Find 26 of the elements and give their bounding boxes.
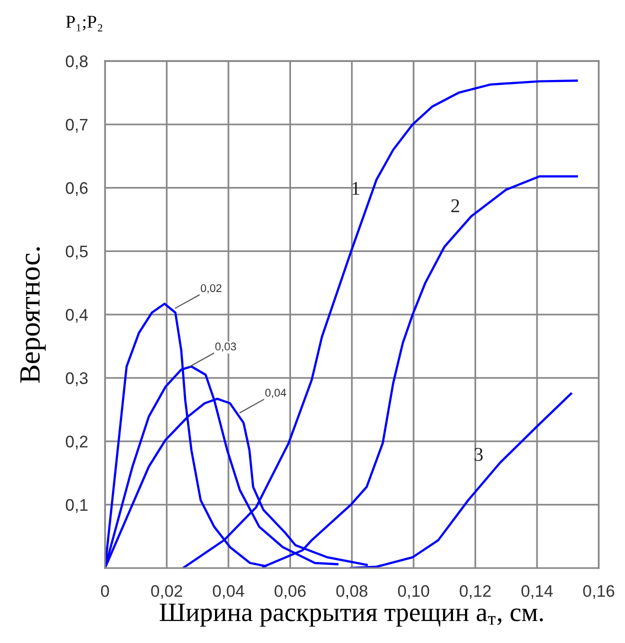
x-tick-label: 0,14 bbox=[521, 585, 553, 599]
annotation: 2 bbox=[451, 199, 460, 212]
y-tick-label: 0,3 bbox=[66, 372, 88, 386]
x-tick-label: 0,04 bbox=[212, 585, 244, 599]
x-tick-label: 0,10 bbox=[398, 585, 430, 599]
y-tick-label: 0,8 bbox=[66, 55, 88, 70]
annotation: 0,03 bbox=[215, 342, 236, 352]
x-tick-label: 0,16 bbox=[583, 585, 614, 599]
y-tick-label: 0,1 bbox=[66, 499, 88, 513]
annotation: 1 bbox=[352, 182, 360, 195]
chart-title: P₁;P₂ bbox=[66, 16, 102, 32]
x-tick-label: 0 bbox=[101, 585, 109, 597]
x-axis-title: Ширина раскрытия трещин a$_{т}$, см. bbox=[160, 604, 543, 627]
y-tick-label: 0,4 bbox=[66, 308, 88, 323]
annotation: 0,04 bbox=[265, 388, 286, 398]
x-tick-label: 0,02 bbox=[151, 585, 182, 599]
y-tick-label: 0,2 bbox=[66, 436, 88, 450]
x-tick-label: 0,06 bbox=[274, 585, 306, 599]
annotation: 0,02 bbox=[200, 284, 222, 294]
y-tick-label: 0,7 bbox=[66, 118, 88, 133]
annotation: 3 bbox=[474, 448, 483, 461]
y-tick-label: 0,5 bbox=[66, 246, 88, 260]
y-tick-label: 0,6 bbox=[66, 182, 88, 196]
y-axis-title: Вероятнос. bbox=[20, 247, 46, 383]
x-tick-label: 0,08 bbox=[336, 585, 368, 599]
x-tick-label: 0,12 bbox=[460, 585, 491, 599]
